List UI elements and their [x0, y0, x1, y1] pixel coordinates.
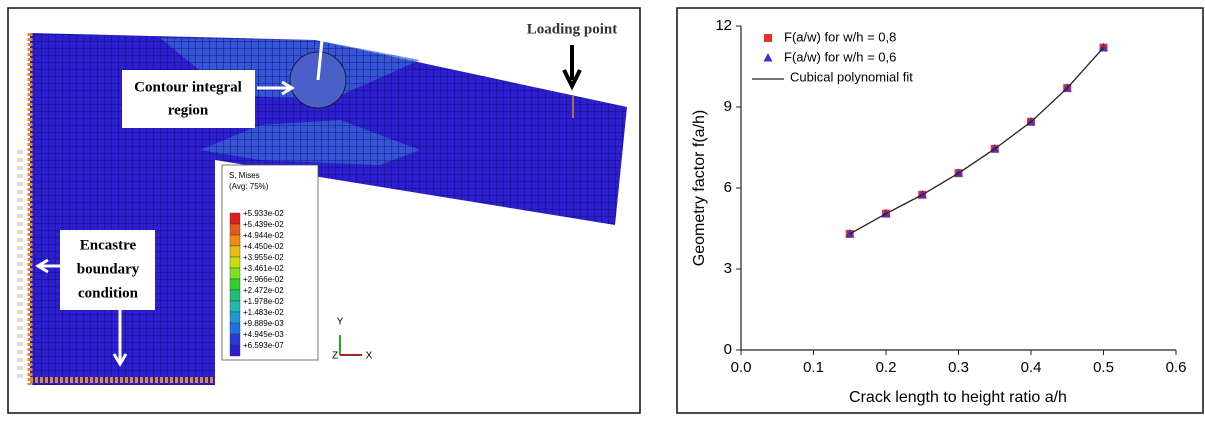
page: Contour integral region Encastre boundar…	[0, 0, 1205, 416]
annotation: condition	[78, 285, 139, 301]
y-tick-label: 6	[724, 179, 732, 196]
legend-swatch	[230, 268, 240, 279]
legend-value: +4.450e-02	[243, 242, 284, 251]
legend-label: Cubical polynomial fit	[790, 69, 913, 84]
x-tick-label: 0.6	[1166, 359, 1187, 376]
panel-frame	[677, 8, 1203, 413]
legend-value: +4.944e-02	[243, 231, 284, 240]
x-tick-label: 0.1	[803, 359, 824, 376]
legend-swatch	[230, 334, 240, 345]
x-tick-label: 0.3	[948, 359, 969, 376]
legend-value: +2.966e-02	[243, 275, 284, 284]
x-axis-label: Crack length to height ratio a/h	[849, 389, 1067, 406]
legend-value: +9.889e-03	[243, 319, 284, 328]
axis-triad-label: Z	[332, 351, 338, 362]
legend-swatch	[230, 224, 240, 235]
legend-label: F(a/w) for w/h = 0,8	[784, 29, 896, 44]
legend-marker	[764, 34, 772, 42]
legend-swatch	[230, 301, 240, 312]
x-tick-label: 0.0	[731, 359, 752, 376]
legend-title: (Avg: 75%)	[229, 182, 269, 191]
axis-triad-label: X	[366, 351, 373, 362]
legend-swatch	[230, 279, 240, 290]
legend-swatch	[230, 257, 240, 268]
legend-swatch	[230, 235, 240, 246]
annotation: Loading point	[527, 21, 617, 37]
legend-value: +5.439e-02	[243, 220, 284, 229]
annotation: Encastre	[80, 237, 137, 253]
y-tick-label: 9	[724, 98, 732, 115]
legend-value: +3.955e-02	[243, 253, 284, 262]
legend-value: +3.461e-02	[243, 264, 284, 273]
legend-value: +2.472e-02	[243, 286, 284, 295]
legend-swatch	[230, 312, 240, 323]
legend-swatch	[230, 345, 240, 356]
legend-title: S, Mises	[229, 171, 260, 180]
x-tick-label: 0.2	[876, 359, 897, 376]
annotation: Contour integral	[134, 79, 242, 95]
annotation: boundary	[77, 261, 140, 277]
x-tick-label: 0.5	[1093, 359, 1114, 376]
chart-panel: Crack length to height ratio a/h Geometr…	[677, 8, 1203, 413]
legend-value: +4.945e-03	[243, 330, 284, 339]
y-tick-label: 12	[715, 17, 732, 34]
legend-swatch	[230, 246, 240, 257]
fea-panel: Contour integral region Encastre boundar…	[8, 8, 640, 413]
y-tick-label: 3	[724, 260, 732, 277]
y-tick-label: 0	[724, 341, 732, 358]
y-axis-label: Geometry factor f(a/h)	[691, 110, 708, 267]
legend-value: +1.483e-02	[243, 308, 284, 317]
x-tick-label: 0.4	[1021, 359, 1042, 376]
legend-swatch	[230, 290, 240, 301]
legend-value: +1.978e-02	[243, 297, 284, 306]
legend-swatch	[230, 323, 240, 334]
axis-triad-label: Y	[337, 317, 344, 328]
legend-value: +6.593e-07	[243, 341, 284, 350]
legend-swatch	[230, 213, 240, 224]
legend-label: F(a/w) for w/h = 0,6	[784, 49, 896, 64]
legend-value: +5.933e-02	[243, 209, 284, 218]
annotation: region	[168, 102, 209, 118]
